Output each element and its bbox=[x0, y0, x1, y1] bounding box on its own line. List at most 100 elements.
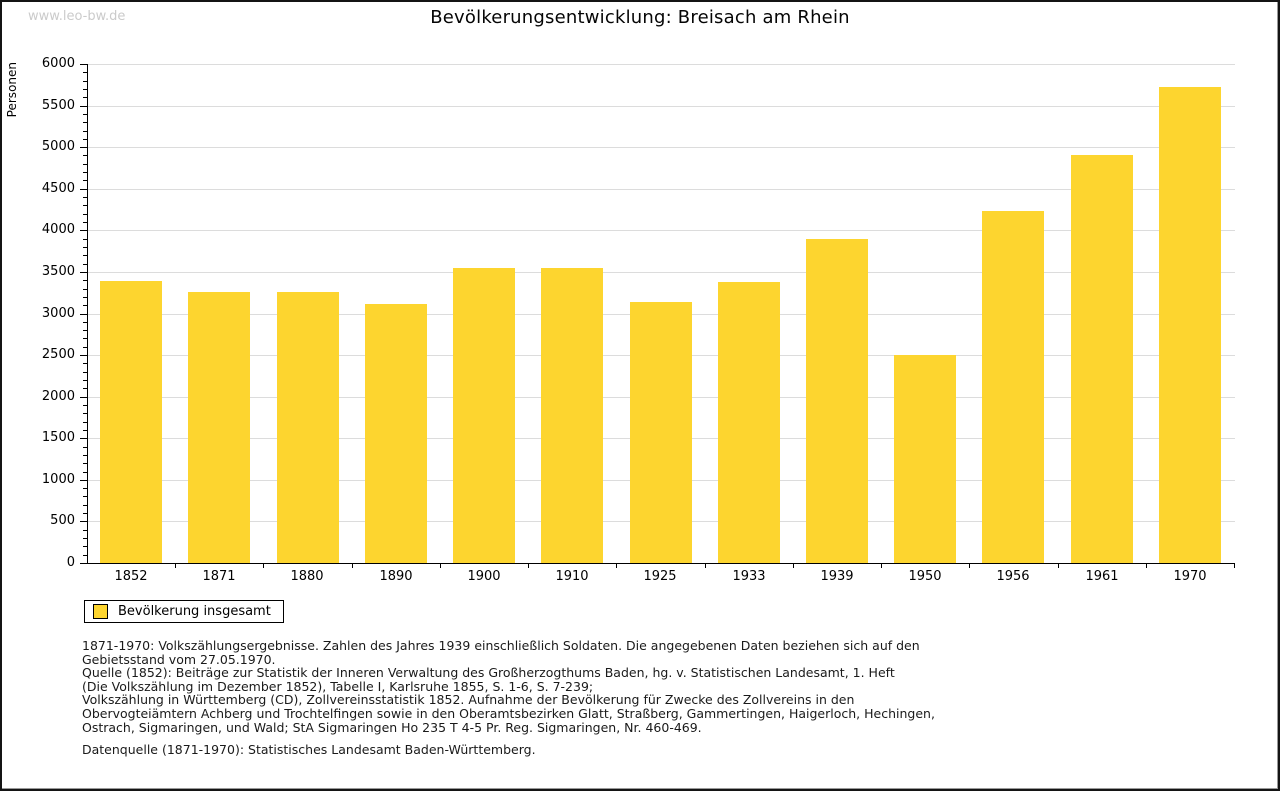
x-axis-tick bbox=[175, 563, 176, 568]
bar bbox=[806, 239, 868, 563]
y-axis-minor-tick bbox=[83, 546, 87, 547]
footnote-line: Ostrach, Sigmaringen, und Wald; StA Sigm… bbox=[82, 719, 702, 735]
y-axis-tick-label: 1000 bbox=[41, 472, 75, 487]
gridline bbox=[88, 147, 1235, 148]
y-axis-tick-label: 3500 bbox=[41, 264, 75, 279]
y-axis-minor-tick bbox=[83, 139, 87, 140]
x-axis-tick-label: 1939 bbox=[820, 569, 854, 584]
legend-label: Bevölkerung insgesamt bbox=[118, 604, 271, 619]
y-axis-minor-tick bbox=[83, 330, 87, 331]
footnote-line: Volkszählung in Württemberg (CD), Zollve… bbox=[82, 692, 855, 708]
y-axis-minor-tick bbox=[83, 380, 87, 381]
gridline bbox=[88, 106, 1235, 107]
x-axis-tick-label: 1933 bbox=[732, 569, 766, 584]
y-axis-minor-tick bbox=[83, 289, 87, 290]
bar bbox=[453, 268, 515, 563]
datasource-line: Datenquelle (1871-1970): Statistisches L… bbox=[82, 742, 536, 757]
bar bbox=[188, 292, 250, 563]
x-axis-tick-label: 1910 bbox=[555, 569, 589, 584]
y-axis-minor-tick bbox=[83, 97, 87, 98]
y-axis-minor-tick bbox=[83, 538, 87, 539]
y-axis-tick-label: 6000 bbox=[41, 56, 75, 71]
y-axis-tick-label: 2000 bbox=[41, 389, 75, 404]
y-axis-tick bbox=[80, 64, 87, 65]
bar bbox=[718, 282, 780, 563]
footnote-line: Gebietsstand vom 27.05.1970. bbox=[82, 651, 276, 667]
y-axis-minor-tick bbox=[83, 164, 87, 165]
gridline bbox=[88, 272, 1235, 273]
y-axis-tick-label: 5000 bbox=[41, 139, 75, 154]
x-axis-tick bbox=[440, 563, 441, 568]
y-axis-minor-tick bbox=[83, 122, 87, 123]
x-axis-tick-label: 1890 bbox=[379, 569, 413, 584]
x-axis-tick-label: 1970 bbox=[1173, 569, 1207, 584]
legend-swatch-icon bbox=[93, 604, 108, 619]
y-axis-minor-tick bbox=[83, 388, 87, 389]
y-axis-minor-tick bbox=[83, 372, 87, 373]
x-axis-tick bbox=[263, 563, 264, 568]
y-axis-tick bbox=[80, 230, 87, 231]
legend: Bevölkerung insgesamt bbox=[84, 600, 284, 623]
y-axis-tick-label: 5500 bbox=[41, 98, 75, 113]
y-axis-minor-tick bbox=[83, 81, 87, 82]
bar bbox=[982, 211, 1044, 563]
y-axis-minor-tick bbox=[83, 172, 87, 173]
gridline bbox=[88, 189, 1235, 190]
y-axis-minor-tick bbox=[83, 363, 87, 364]
y-axis-minor-tick bbox=[83, 155, 87, 156]
y-axis-minor-tick bbox=[83, 239, 87, 240]
y-axis-minor-tick bbox=[83, 447, 87, 448]
y-axis-minor-tick bbox=[83, 505, 87, 506]
x-axis-tick-label: 1956 bbox=[996, 569, 1030, 584]
y-axis-tick bbox=[80, 314, 87, 315]
x-axis-tick bbox=[616, 563, 617, 568]
bar bbox=[1071, 155, 1133, 563]
y-axis-minor-tick bbox=[83, 430, 87, 431]
footnote-line: Obervogteiämtern Achberg und Trochtelfin… bbox=[82, 705, 935, 721]
y-axis-minor-tick bbox=[83, 338, 87, 339]
x-axis-tick bbox=[881, 563, 882, 568]
y-axis-tick bbox=[80, 272, 87, 273]
y-axis-line bbox=[87, 64, 88, 564]
y-axis-minor-tick bbox=[83, 214, 87, 215]
chart-title: Bevölkerungsentwicklung: Breisach am Rhe… bbox=[430, 7, 850, 28]
footnote-line: Quelle (1852): Beiträge zur Statistik de… bbox=[82, 665, 895, 681]
bar bbox=[277, 292, 339, 563]
y-axis-tick bbox=[80, 397, 87, 398]
watermark-url: www.leo-bw.de bbox=[28, 9, 126, 24]
x-axis-line bbox=[87, 563, 1235, 564]
y-axis-tick-label: 2500 bbox=[41, 347, 75, 362]
x-axis-tick-label: 1880 bbox=[290, 569, 324, 584]
y-axis-minor-tick bbox=[83, 89, 87, 90]
y-axis-minor-tick bbox=[83, 555, 87, 556]
y-axis-tick-label: 500 bbox=[50, 513, 75, 528]
y-axis-tick-label: 0 bbox=[66, 555, 75, 570]
footnote-line: (Die Volkszählung im Dezember 1852), Tab… bbox=[82, 678, 594, 694]
y-axis-minor-tick bbox=[83, 264, 87, 265]
y-axis-minor-tick bbox=[83, 197, 87, 198]
y-axis-tick bbox=[80, 147, 87, 148]
y-axis-tick-label: 1500 bbox=[41, 430, 75, 445]
y-axis-tick bbox=[80, 563, 87, 564]
y-axis-minor-tick bbox=[83, 530, 87, 531]
bar bbox=[1159, 87, 1221, 563]
footnote-line: 1871-1970: Volkszählungsergebnisse. Zahl… bbox=[82, 638, 920, 653]
gridline bbox=[88, 64, 1235, 65]
x-axis-tick-label: 1925 bbox=[643, 569, 677, 584]
y-axis-tick bbox=[80, 106, 87, 107]
y-axis-minor-tick bbox=[83, 463, 87, 464]
y-axis-minor-tick bbox=[83, 114, 87, 115]
y-axis-minor-tick bbox=[83, 205, 87, 206]
y-axis-minor-tick bbox=[83, 413, 87, 414]
y-axis-minor-tick bbox=[83, 131, 87, 132]
bar bbox=[894, 355, 956, 563]
y-axis-minor-tick bbox=[83, 247, 87, 248]
y-axis-tick-label: 4500 bbox=[41, 181, 75, 196]
y-axis-minor-tick bbox=[83, 180, 87, 181]
x-axis-tick bbox=[528, 563, 529, 568]
bar bbox=[365, 304, 427, 563]
x-axis-tick-label: 1900 bbox=[467, 569, 501, 584]
y-axis-minor-tick bbox=[83, 488, 87, 489]
